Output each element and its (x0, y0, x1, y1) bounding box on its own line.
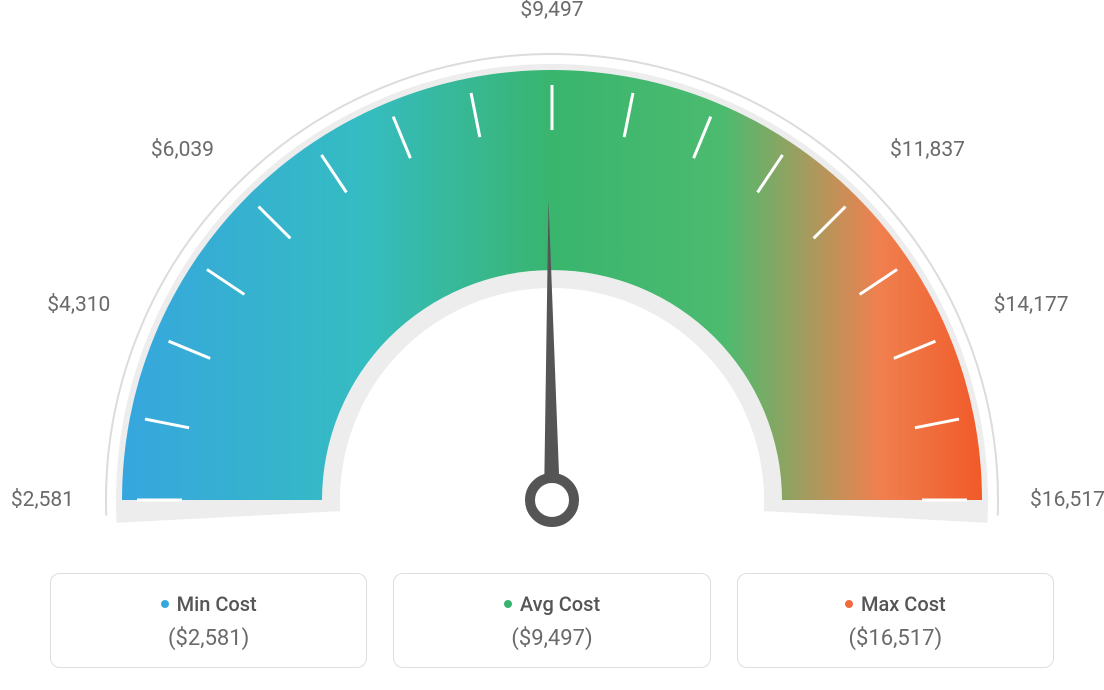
gauge-scale-label: $9,497 (520, 0, 583, 22)
gauge-svg (0, 0, 1104, 560)
gauge-chart-container: $2,581 $4,310 $6,039 $9,497 $11,837 $14,177 $1… (0, 0, 1104, 690)
gauge-area: $2,581 $4,310 $6,039 $9,497 $11,837 $14,177 $1… (0, 0, 1104, 560)
gauge-scale-label: $16,517 (1030, 488, 1104, 512)
avg-cost-value: ($9,497) (404, 626, 699, 651)
max-dot-icon (845, 600, 853, 608)
gauge-scale-label: $6,039 (151, 138, 214, 162)
avg-cost-card: Avg Cost ($9,497) (393, 573, 710, 668)
min-cost-card: Min Cost ($2,581) (50, 573, 367, 668)
max-cost-title: Max Cost (845, 592, 946, 616)
legend-cards: Min Cost ($2,581) Avg Cost ($9,497) Max … (50, 573, 1054, 668)
avg-cost-title: Avg Cost (504, 592, 600, 616)
avg-dot-icon (504, 600, 512, 608)
max-cost-card: Max Cost ($16,517) (737, 573, 1054, 668)
max-cost-label: Max Cost (861, 592, 946, 616)
min-cost-label: Min Cost (177, 592, 257, 616)
avg-cost-label: Avg Cost (520, 592, 600, 616)
gauge-scale-label: $11,837 (890, 138, 965, 162)
gauge-scale-label: $4,310 (47, 293, 110, 317)
gauge-scale-label: $2,581 (11, 488, 74, 512)
min-cost-title: Min Cost (161, 592, 257, 616)
gauge-scale-label: $14,177 (994, 293, 1069, 317)
max-cost-value: ($16,517) (748, 626, 1043, 651)
min-cost-value: ($2,581) (61, 626, 356, 651)
min-dot-icon (161, 600, 169, 608)
